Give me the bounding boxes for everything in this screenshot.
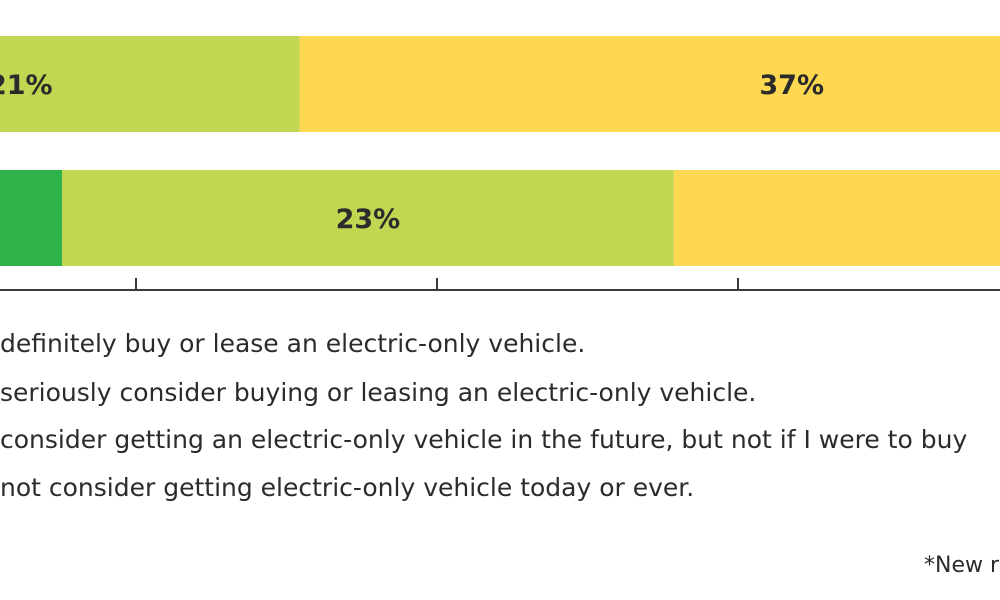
bars-layer: 21%37%23%36% xyxy=(0,36,1000,266)
x-axis xyxy=(0,278,1000,291)
bar-segment-seriously-consider xyxy=(0,36,300,132)
legend-item-not-consider: not consider getting electric-only vehic… xyxy=(0,473,694,502)
footnote: *New r xyxy=(924,553,1000,578)
legend-item-definitely-buy: definitely buy or lease an electric-only… xyxy=(0,329,585,358)
legend-item-consider-future: consider getting an electric-only vehicl… xyxy=(0,425,967,454)
data-label: 21% xyxy=(0,70,53,101)
legend: definitely buy or lease an electric-only… xyxy=(0,329,967,502)
bar-segment-consider-future xyxy=(299,36,1000,132)
bar-segment-consider-future xyxy=(673,170,1000,266)
data-label: 37% xyxy=(759,70,824,101)
bar-segment-seriously-consider xyxy=(62,170,674,266)
legend-item-seriously-consider: seriously consider buying or leasing an … xyxy=(0,378,756,407)
bar-segment-definitely-buy xyxy=(0,170,62,266)
data-label: 23% xyxy=(336,204,401,235)
